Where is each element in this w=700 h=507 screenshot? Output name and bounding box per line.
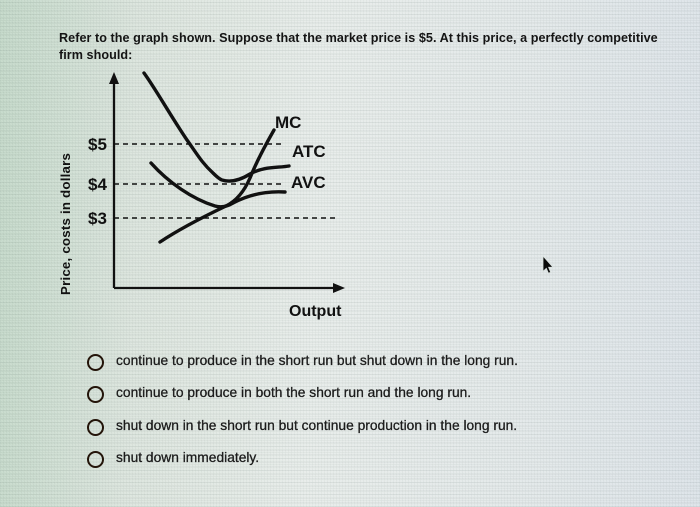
svg-text:AVC: AVC — [291, 173, 326, 192]
svg-text:$3: $3 — [88, 209, 107, 228]
svg-text:Output: Output — [289, 303, 342, 320]
svg-text:MC: MC — [275, 113, 301, 132]
svg-text:ATC: ATC — [292, 142, 326, 161]
svg-text:$5: $5 — [88, 135, 107, 154]
svg-text:$4: $4 — [88, 175, 107, 194]
